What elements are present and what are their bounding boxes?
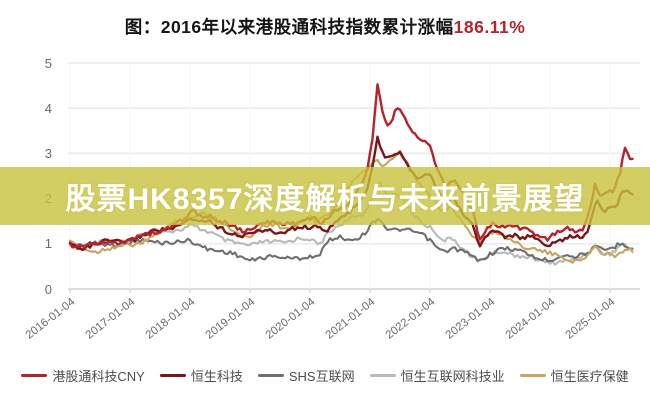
legend-item: SHS互联网 (257, 366, 355, 385)
y-axis-tick-label: 1 (44, 236, 52, 252)
banner-overlay: 股票HK8357深度解析与未来前景展望 (0, 167, 650, 225)
y-axis-tick-label: 0 (44, 281, 52, 297)
chart-title-text: 图：2016年以来港股通科技指数累计涨幅 (124, 17, 454, 37)
legend-label: 港股通科技CNY (52, 369, 145, 384)
chart-title-gain-value: 186.11% (453, 17, 526, 37)
legend-label: 恒生科技 (190, 369, 243, 384)
series-line-SHS互联网 (68, 218, 634, 263)
legend-swatch (519, 374, 546, 377)
banner-text: 股票HK8357深度解析与未来前景展望 (65, 183, 585, 216)
legend-item: 港股通科技CNY (21, 366, 145, 385)
legend-swatch (257, 374, 284, 377)
legend-item: 恒生医疗保健 (519, 366, 629, 385)
legend-item: 恒生互联网科技业 (369, 366, 505, 385)
y-axis-tick-label: 4 (44, 100, 52, 116)
legend-swatch (21, 374, 48, 377)
y-axis-tick-label: 3 (44, 145, 52, 161)
legend-swatch (159, 374, 186, 377)
legend-swatch (369, 374, 396, 377)
legend-label: 恒生医疗保健 (550, 369, 629, 384)
legend-label: 恒生互联网科技业 (400, 369, 505, 384)
chart-legend: 港股通科技CNY 恒生科技 SHS互联网 恒生互联网科技业 恒生医疗保健 (0, 366, 650, 385)
legend-label: SHS互联网 (288, 369, 355, 384)
y-axis-tick-label: 5 (44, 55, 52, 71)
legend-item: 恒生科技 (159, 366, 243, 385)
chart-title: 图：2016年以来港股通科技指数累计涨幅186.11% (0, 14, 650, 39)
